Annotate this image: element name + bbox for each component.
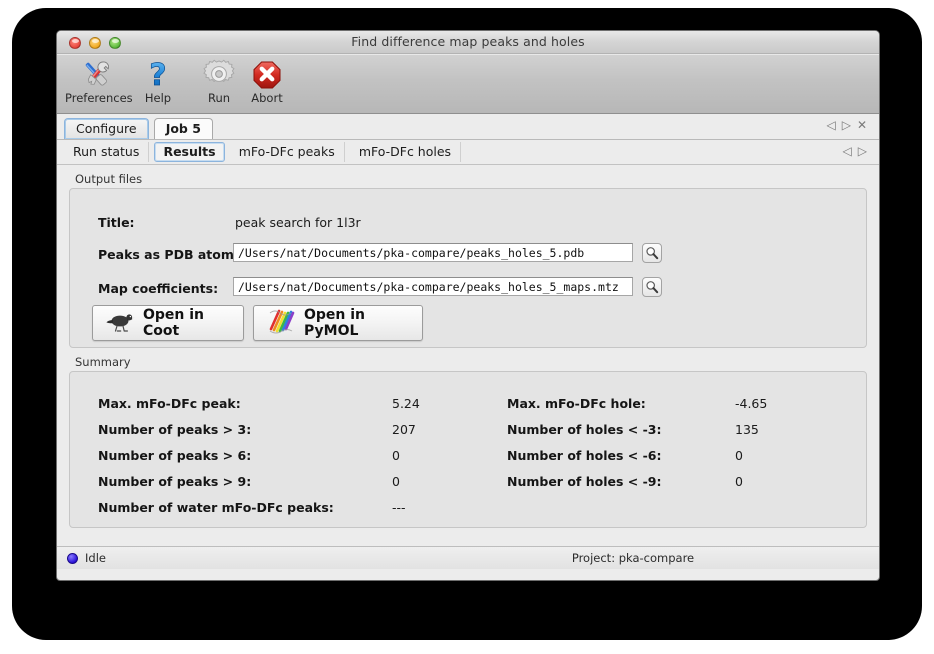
results-tab-nav: ◁▷ xyxy=(843,144,873,158)
job-tab-prev-icon[interactable]: ◁ xyxy=(826,118,842,132)
application-window: Find difference map peaks and holes xyxy=(56,30,880,581)
open-in-coot-button[interactable]: Open in Coot xyxy=(92,305,244,341)
summary-row-label: Number of water mFo-DFc peaks: xyxy=(98,500,334,515)
peaks-pdb-path-input[interactable]: /Users/nat/Documents/pka-compare/peaks_h… xyxy=(233,243,633,262)
tab-run-status[interactable]: Run status xyxy=(64,142,150,162)
summary-row-label: Max. mFo-DFc peak: xyxy=(98,396,241,411)
results-tab-next-icon[interactable]: ▷ xyxy=(857,144,873,158)
tab-job-5[interactable]: Job 5 xyxy=(153,118,213,139)
peaks-pdb-label: Peaks as PDB atoms: xyxy=(98,247,247,262)
abort-button[interactable]: Abort xyxy=(236,56,298,105)
preferences-button[interactable]: Preferences xyxy=(65,56,133,105)
help-label: Help xyxy=(144,91,172,105)
pymol-ribbon-icon xyxy=(266,307,296,339)
summary-row-label: Number of peaks > 9: xyxy=(98,474,252,489)
main-toolbar: Preferences ? Help xyxy=(57,54,879,114)
window-title: Find difference map peaks and holes xyxy=(351,34,585,49)
preferences-icon xyxy=(65,56,127,92)
summary-row-value: 0 xyxy=(392,474,400,489)
open-in-pymol-button[interactable]: Open in PyMOL xyxy=(253,305,423,341)
map-coefficients-label: Map coefficients: xyxy=(98,281,219,296)
run-label: Run xyxy=(207,91,231,105)
results-content: Output files Title: peak search for 1l3r… xyxy=(57,172,879,546)
summary-row-value: 0 xyxy=(735,474,743,489)
map-coefficients-browse-button[interactable] xyxy=(642,277,662,297)
job-tab-nav: ◁▷✕ xyxy=(826,118,873,132)
tab-mfo-dfc-holes[interactable]: mFo-DFc holes xyxy=(350,142,462,162)
tab-mfo-dfc-peaks[interactable]: mFo-DFc peaks xyxy=(230,142,345,162)
job-tab-close-icon[interactable]: ✕ xyxy=(856,118,873,132)
output-files-group-label: Output files xyxy=(75,172,143,186)
close-window-button[interactable] xyxy=(69,37,81,49)
job-tab-next-icon[interactable]: ▷ xyxy=(841,118,857,132)
summary-row-value: 5.24 xyxy=(392,396,420,411)
status-state-label: Idle xyxy=(85,551,106,565)
open-in-coot-label: Open in Coot xyxy=(143,307,205,339)
summary-row-label: Number of peaks > 6: xyxy=(98,448,252,463)
status-project-label: Project: pka-compare xyxy=(571,551,695,565)
peaks-pdb-browse-button[interactable] xyxy=(642,243,662,263)
abort-label: Abort xyxy=(251,91,283,105)
summary-group-label: Summary xyxy=(75,355,131,369)
summary-row-value: 0 xyxy=(735,448,743,463)
svg-text:?: ? xyxy=(149,58,166,92)
magnifier-icon xyxy=(646,247,659,260)
title-label: Title: xyxy=(98,215,135,230)
status-bar: Idle Project: pka-compare xyxy=(57,546,879,569)
coot-bird-icon xyxy=(105,309,136,337)
magnifier-icon xyxy=(646,281,659,294)
output-files-panel: Title: peak search for 1l3r Peaks as PDB… xyxy=(69,188,867,348)
minimize-window-button[interactable] xyxy=(89,37,101,49)
idle-dot-icon xyxy=(67,553,78,564)
results-tab-bar: Run status Results mFo-DFc peaks mFo-DFc… xyxy=(57,140,879,165)
help-button[interactable]: ? Help xyxy=(127,56,189,105)
summary-row-label: Number of peaks > 3: xyxy=(98,422,252,437)
preferences-label: Preferences xyxy=(65,91,133,105)
map-coefficients-path-input[interactable]: /Users/nat/Documents/pka-compare/peaks_h… xyxy=(233,277,633,296)
summary-row-value: -4.65 xyxy=(735,396,768,411)
tab-configure[interactable]: Configure xyxy=(64,118,149,139)
summary-row-value: 207 xyxy=(392,422,416,437)
summary-row-label: Number of holes < -3: xyxy=(507,422,662,437)
summary-row-value: --- xyxy=(392,500,406,515)
summary-panel: Max. mFo-DFc peak: 5.24 Number of peaks … xyxy=(69,371,867,528)
window-titlebar: Find difference map peaks and holes xyxy=(57,31,879,54)
job-tab-bar: Configure Job 5 ◁▷✕ xyxy=(57,114,879,140)
abort-icon xyxy=(236,56,298,92)
open-in-pymol-label: Open in PyMOL xyxy=(304,307,366,339)
title-value: peak search for 1l3r xyxy=(235,215,361,230)
summary-row-label: Number of holes < -9: xyxy=(507,474,662,489)
results-tab-prev-icon[interactable]: ◁ xyxy=(842,144,858,158)
summary-row-value: 135 xyxy=(735,422,759,437)
summary-row-label: Number of holes < -6: xyxy=(507,448,662,463)
summary-row-value: 0 xyxy=(392,448,400,463)
run-gear-icon xyxy=(188,56,250,92)
help-icon: ? xyxy=(127,56,189,94)
run-button[interactable]: Run xyxy=(188,56,250,105)
summary-row-label: Max. mFo-DFc hole: xyxy=(507,396,646,411)
zoom-window-button[interactable] xyxy=(109,37,121,49)
tab-results[interactable]: Results xyxy=(154,142,225,162)
